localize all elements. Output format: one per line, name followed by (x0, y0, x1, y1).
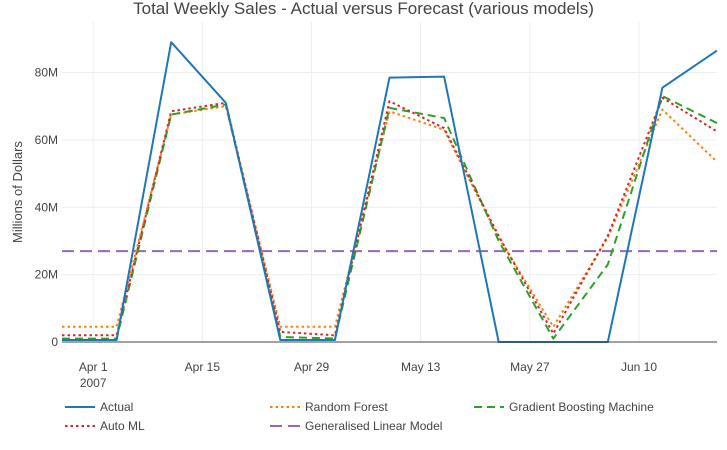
legend-label: Actual (100, 400, 133, 414)
y-tick-label: 0 (51, 335, 58, 349)
axes: 0 20M 40M 60M 80M Apr 1 2007 Apr 15 Apr 29 May 13… (35, 66, 717, 390)
y-tick-label: 20M (35, 268, 58, 282)
legend-label: Gradient Boosting Machine (509, 400, 654, 414)
legend-label: Generalised Linear Model (305, 419, 442, 433)
plot-area (62, 41, 718, 343)
x-tick-sublabel: 2007 (80, 376, 107, 390)
x-tick-label: Jun 10 (621, 360, 657, 374)
x-tick-label: Apr 29 (294, 360, 330, 374)
x-tick-label: May 27 (510, 360, 550, 374)
legend-item-actual[interactable]: Actual (65, 400, 133, 414)
series-line-gradient-boosting-machine[interactable] (62, 95, 718, 340)
y-tick-label: 60M (35, 133, 58, 147)
y-tick-label: 80M (35, 66, 58, 80)
legend-item-auto-ml[interactable]: Auto ML (65, 419, 145, 433)
chart-title: Total Weekly Sales - Actual versus Forec… (133, 0, 594, 18)
legend-item-random-forest[interactable]: Random Forest (270, 400, 388, 414)
x-tick-label: Apr 1 (79, 360, 108, 374)
series-line-actual[interactable] (62, 41, 718, 343)
y-tick-label: 40M (35, 200, 58, 214)
y-axis-label: Millions of Dollars (10, 141, 25, 243)
series-line-auto-ml[interactable] (62, 96, 718, 337)
legend-item-generalised-linear-model[interactable]: Generalised Linear Model (270, 419, 442, 433)
legend-label: Auto ML (100, 419, 145, 433)
legend-item-gradient-boosting-machine[interactable]: Gradient Boosting Machine (474, 400, 654, 414)
legend[interactable]: Actual Random Forest Gradient Boosting Mac… (65, 400, 654, 433)
x-tick-label: May 13 (401, 360, 441, 374)
legend-label: Random Forest (305, 400, 388, 414)
x-tick-label: Apr 15 (185, 360, 221, 374)
